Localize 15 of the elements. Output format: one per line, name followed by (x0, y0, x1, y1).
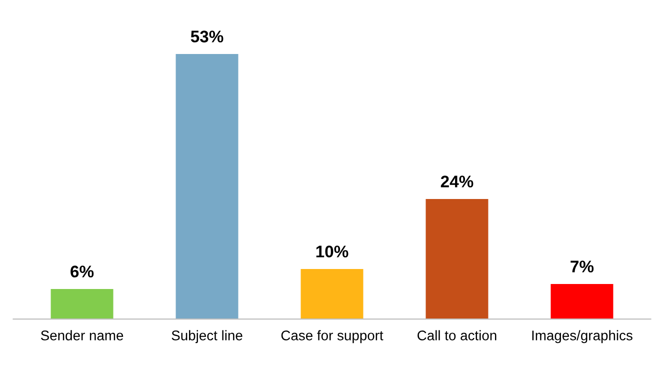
x-tick-label: Subject line (172, 330, 242, 344)
bar (426, 199, 488, 320)
x-tick-label: Sender name (40, 330, 124, 340)
x-tick-label: Images/graphics (532, 330, 632, 344)
bar (550, 284, 614, 320)
x-tick-label: Case for support (281, 330, 384, 344)
data-label: 7% (570, 260, 594, 272)
data-label: 10% (316, 246, 348, 258)
bar (300, 269, 364, 320)
x-tick-label: Call to action (418, 330, 496, 340)
bar (50, 289, 114, 320)
bar (176, 54, 238, 320)
data-label: 6% (70, 266, 94, 278)
data-label: 24% (440, 176, 474, 188)
data-label: 53% (190, 30, 224, 42)
